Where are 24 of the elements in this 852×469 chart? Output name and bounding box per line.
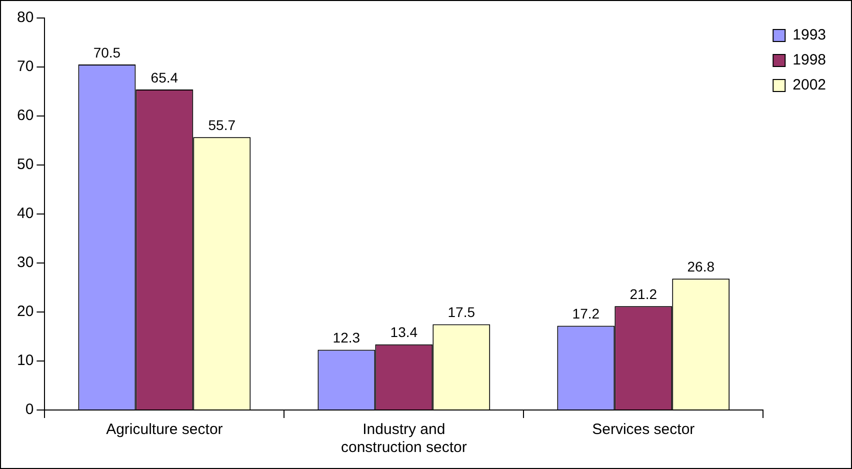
y-tick-label: 70 [16,58,34,76]
data-label: 55.7 [208,116,236,133]
x-tick-label: Services sector [592,421,695,438]
y-tick-label: 20 [16,303,34,320]
y-tick-label: 10 [16,352,34,370]
data-label: 26.8 [687,258,715,275]
y-tick-label: 80 [16,9,34,26]
legend-label: 1993 [792,26,826,44]
data-label: 13.4 [390,324,418,340]
x-tick-label: Agriculture sector [106,421,223,438]
data-label: 70.5 [93,44,121,60]
data-label: 65.4 [150,69,178,86]
data-label: 21.2 [630,286,658,302]
data-label: 12.3 [332,330,360,346]
y-tick-label: 50 [16,156,34,174]
legend-label: 2002 [792,76,826,94]
y-tick-label: 40 [16,205,34,222]
data-label: 17.5 [448,304,476,320]
y-tick-label: 30 [16,254,34,272]
x-tick-label: Industry and construction sector [340,421,467,456]
data-label: 17.2 [572,306,600,322]
legend-label: 1998 [792,52,826,69]
y-tick-label: 0 [25,401,34,418]
y-tick-label: 60 [16,107,34,124]
